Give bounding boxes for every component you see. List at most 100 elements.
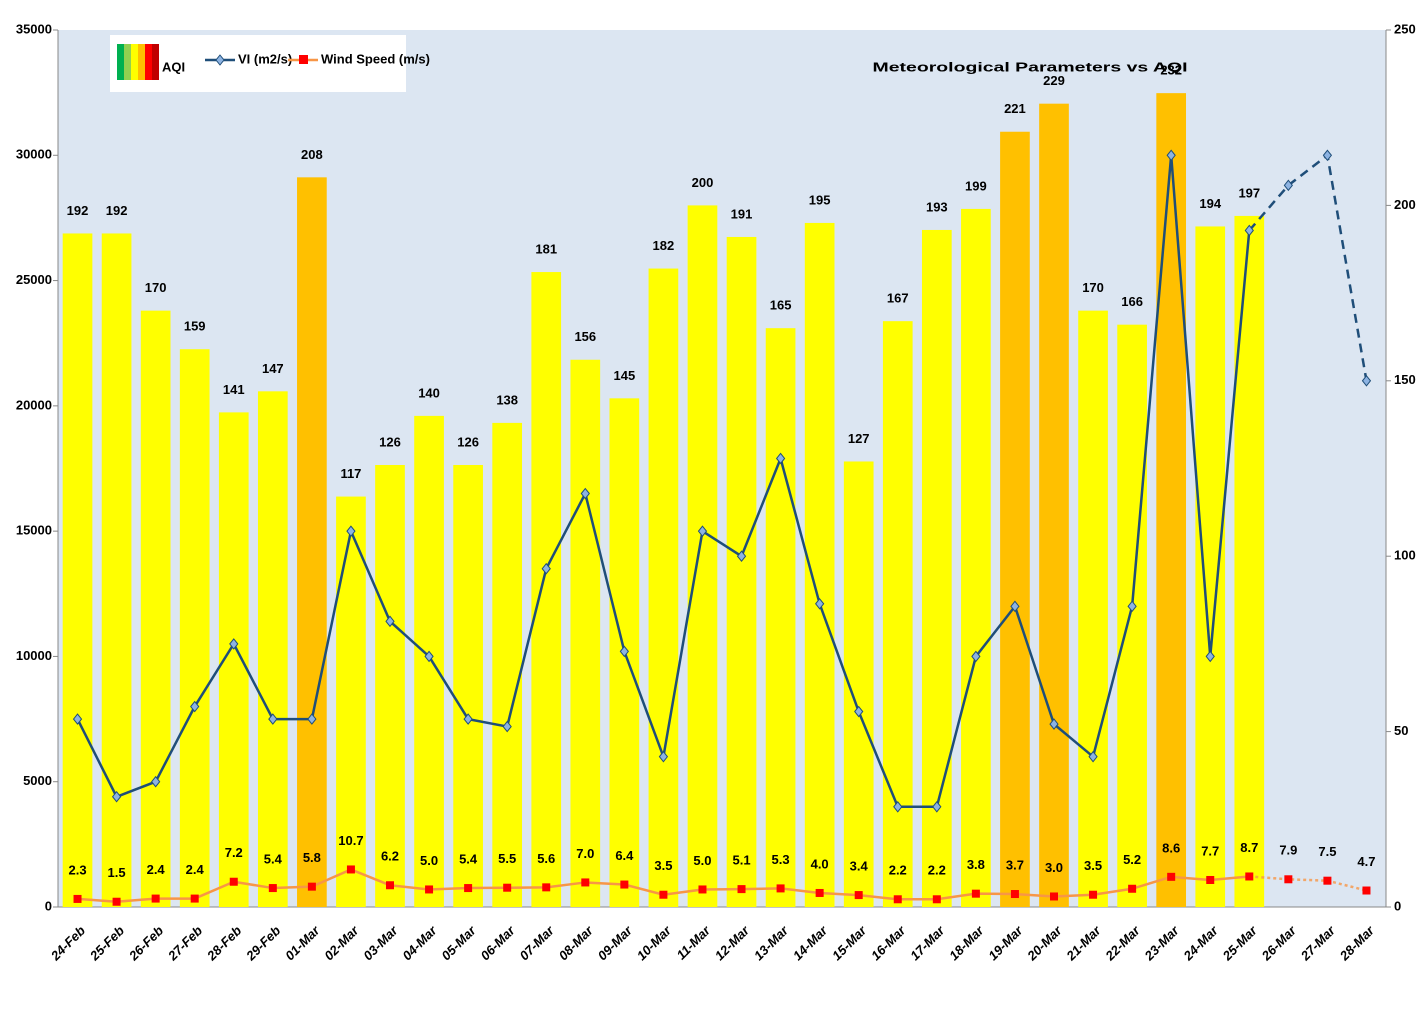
marker [268,884,277,893]
data-label: 6.4 [615,848,634,863]
bar [257,391,288,908]
bar-value-label: 126 [379,434,401,449]
x-tick-label: 14-Mar [790,922,831,963]
y2-tick-label: 0 [1394,898,1401,913]
marker [1049,718,1059,730]
marker [1050,892,1058,901]
legend-label: Wind Speed (m/s) [321,51,430,66]
data-label: 7.5 [1318,844,1336,859]
x-tick-label: 23-Mar [1141,922,1183,964]
bar [1039,103,1069,908]
data-label: 5.1 [732,853,750,868]
bar [101,233,132,908]
bar-value-label: 191 [731,206,753,221]
data-label: 4.0 [811,856,829,871]
legend-swatch [152,44,159,80]
data-label: 5.8 [303,850,321,865]
marker [893,895,902,904]
legend-swatch [124,44,131,80]
marker [307,713,317,725]
y2-tick-label: 200 [1394,197,1416,212]
x-tick-label: 28-Mar [1336,922,1378,964]
bar [961,208,991,907]
bar-value-label: 141 [223,382,245,397]
y2-tick-label: 150 [1394,372,1416,387]
marker [1284,875,1293,884]
marker [893,800,903,813]
data-label: 2.2 [928,863,946,878]
x-tick-label: 16-Mar [868,922,909,963]
x-tick-label: 20-Mar [1024,922,1066,964]
data-label: 7.7 [1201,843,1219,858]
bar-value-label: 194 [1199,196,1221,211]
x-tick-label: 19-Mar [985,922,1026,963]
data-label: 3.4 [850,859,869,874]
data-label: 3.8 [967,857,985,872]
data-label: 2.4 [186,862,205,877]
marker [1362,886,1371,895]
bar [882,321,913,907]
bar-value-label: 195 [809,192,831,207]
y2-tick-label: 250 [1394,21,1416,36]
x-tick-label: 17-Mar [907,922,948,963]
x-tick-label: 27-Mar [1297,922,1339,964]
legend-swatch [138,44,145,80]
bar [1156,93,1187,908]
bar-value-label: 127 [848,431,870,446]
data-label: 3.0 [1045,860,1063,875]
marker [307,882,316,891]
marker [775,452,786,465]
x-tick-label: 24-Feb [47,923,88,964]
x-tick-label: 29-Feb [242,923,283,964]
marker [503,883,512,892]
bar [453,464,483,907]
bar-value-label: 200 [692,175,714,190]
x-tick-label: 27-Feb [164,923,205,964]
marker [1205,650,1215,663]
y-tick-label: 15000 [16,523,52,538]
bar [1117,324,1147,907]
bar-value-label: 181 [535,241,557,256]
marker [424,650,434,663]
data-label: 8.6 [1162,840,1180,855]
marker [464,884,473,893]
data-label: 5.2 [1123,852,1141,867]
legend-marker [299,55,308,64]
bar [531,272,562,907]
bar [1000,131,1030,907]
marker [737,885,746,894]
data-label: 5.3 [772,852,790,867]
marker [190,700,200,713]
marker [463,713,473,725]
plot-area [58,30,1386,907]
data-label: 3.5 [654,858,672,873]
bar-value-label: 221 [1004,101,1026,116]
data-label: 5.5 [498,851,516,866]
marker [542,883,551,892]
legend-marker [215,54,225,66]
marker [346,865,355,874]
data-label: 5.6 [537,851,555,866]
x-tick-label: 18-Mar [946,922,987,963]
line [1249,875,1367,892]
marker [736,550,747,563]
marker [1322,149,1333,162]
x-tick-label: 22-Mar [1102,922,1144,964]
marker [190,894,199,903]
y-tick-label: 10000 [16,648,52,663]
x-tick-label: 12-Mar [712,922,753,963]
x-tick-label: 03-Mar [360,922,401,963]
data-label: 3.7 [1006,857,1024,872]
x-tick-label: 26-Mar [1258,922,1300,964]
bar-value-label: 140 [418,385,440,400]
marker [580,487,590,500]
bar-value-label: 167 [887,291,909,306]
bar [687,205,718,907]
data-label: 7.2 [225,845,243,860]
x-tick-label: 26-Feb [125,923,166,964]
y-tick-label: 20000 [16,397,52,412]
x-tick-label: 25-Mar [1219,922,1261,964]
bar [140,310,171,907]
marker [854,705,864,718]
